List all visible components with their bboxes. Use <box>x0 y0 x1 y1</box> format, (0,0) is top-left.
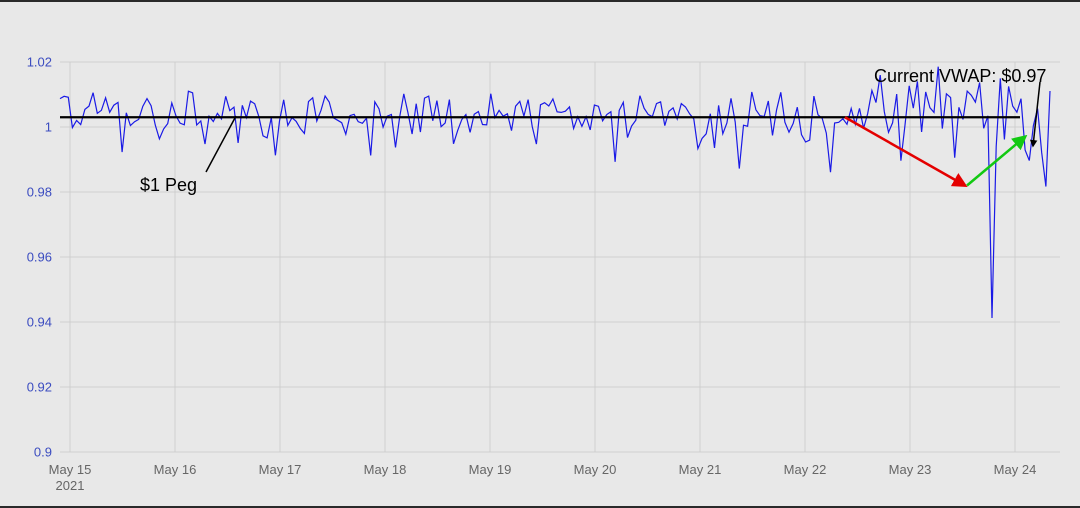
peg-label: $1 Peg <box>140 175 197 196</box>
x-tick-label: May 23 <box>889 462 932 477</box>
x-tick-label: May 17 <box>259 462 302 477</box>
x-tick-label: May 18 <box>364 462 407 477</box>
price-chart: 0.90.920.940.960.9811.02 May 15May 16May… <box>0 2 1080 506</box>
x-tick-label: May 24 <box>994 462 1037 477</box>
x-axis-year-label: 2021 <box>56 478 85 493</box>
vwap-label: Current VWAP: $0.97 <box>874 66 1046 87</box>
x-tick-label: May 22 <box>784 462 827 477</box>
x-tick-label: May 19 <box>469 462 512 477</box>
x-tick-label: May 15 <box>49 462 92 477</box>
x-tick-label: May 20 <box>574 462 617 477</box>
x-tick-label: May 16 <box>154 462 197 477</box>
x-tick-label: May 21 <box>679 462 722 477</box>
